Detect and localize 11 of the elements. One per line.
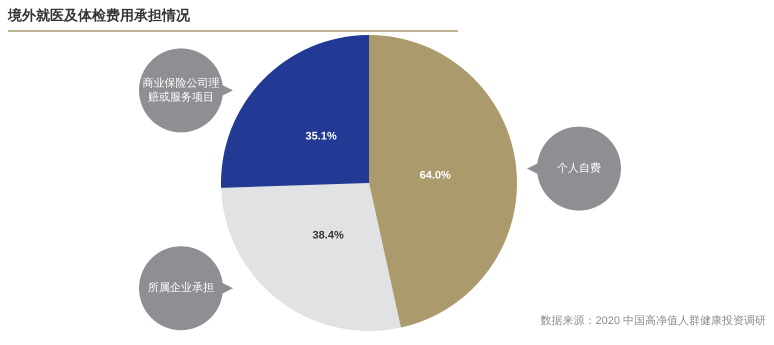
- slice-label: 个人自费: [557, 161, 601, 174]
- source-note: 数据来源：2020 中国高净值人群健康投资调研: [540, 314, 766, 327]
- pie-slice: [221, 183, 401, 331]
- data-label: 35.1%: [306, 130, 337, 143]
- chart-title: 境外就医及体检费用承担情况: [7, 7, 191, 23]
- slice-label: 所属企业承担: [148, 281, 214, 294]
- data-label: 38.4%: [312, 230, 344, 242]
- pie-slice: [369, 35, 517, 328]
- slice-label: 商业保险公司理赔或服务项目: [142, 76, 220, 104]
- data-label: 64.0%: [420, 170, 452, 182]
- pie-slice: [221, 35, 369, 188]
